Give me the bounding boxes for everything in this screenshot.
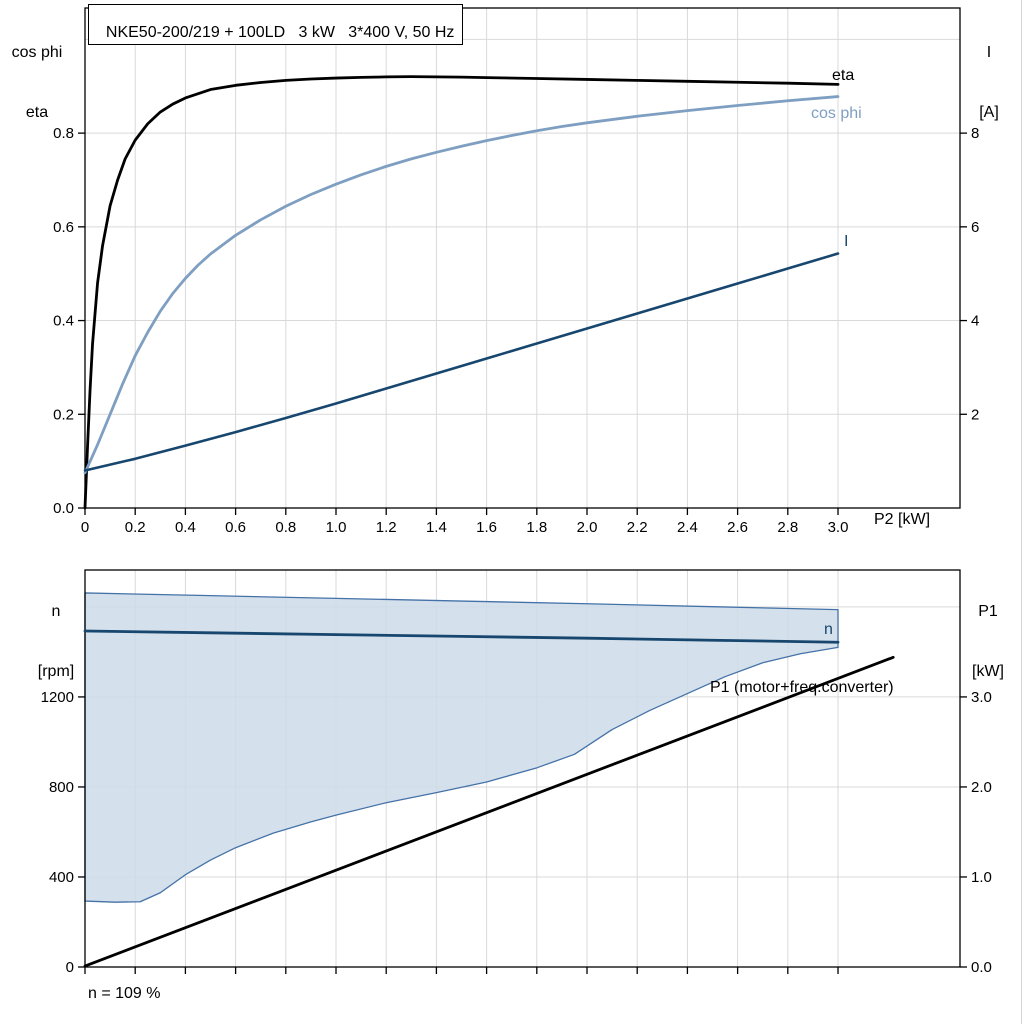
series-p1-input-power-curve (83, 655, 895, 968)
plot-border (84, 569, 961, 968)
axis-label-n: n (51, 603, 61, 620)
x-tick-label: 3.0 (828, 519, 849, 536)
x-tick-label: 0.4 (175, 519, 196, 536)
chart-title: NKE50-200/219 + 100LD 3 kW 3*400 V, 50 H… (105, 24, 455, 41)
axis-label-p1: P1 (978, 603, 998, 620)
x-tick-label: 2.0 (577, 519, 598, 536)
top-left-axis-title: cos phi eta (4, 3, 70, 143)
y-right-tick-label: 8 (971, 125, 979, 142)
x-tick-label: 1.2 (376, 519, 397, 536)
x-tick-label: 0 (81, 519, 89, 536)
y-left-tick-label: 0.6 (53, 219, 74, 236)
y-right-tick-label: 3.0 (971, 689, 992, 706)
bottom-right-axis-title: P1 [kW] (961, 562, 1015, 702)
y-right-tick-label: 2 (971, 406, 979, 423)
axis-label-cos-phi: cos phi (11, 44, 63, 61)
speed-series-label: n (824, 621, 833, 638)
y-left-tick-label: 400 (49, 869, 74, 886)
speed-percent-annotation: n = 109 % (88, 985, 161, 1002)
y-right-tick-label: 2.0 (971, 779, 992, 796)
x-tick-label: 0.6 (225, 519, 246, 536)
bottom-left-axis-title: n [rpm] (24, 562, 88, 702)
series-eta-curve (83, 75, 840, 510)
axis-label-eta: eta (25, 104, 49, 121)
y-left-tick-label: 800 (49, 779, 74, 796)
x-tick-label: 2.4 (677, 519, 698, 536)
x-tick-label: 1.6 (476, 519, 497, 536)
series-current-curve (83, 252, 840, 472)
x-tick-label: 1.0 (326, 519, 347, 536)
x-tick-label: 1.8 (526, 519, 547, 536)
y-right-tick-label: 4 (971, 313, 979, 330)
cos-phi-series-label: cos phi (811, 105, 862, 122)
x-tick-label: 2.6 (727, 519, 748, 536)
x-tick-label: 0.2 (125, 519, 146, 536)
top-right-axis-title: I [A] (963, 3, 1015, 143)
chart-0: 0 0.2 0.4 0.6 0.8 1.0 1.2 1.4 1.6 1.8 2.0 2.2 2.4 2.6… (53, 7, 979, 536)
window-edge (1021, 0, 1022, 1024)
series-speed-curve (83, 629, 840, 644)
p1-series-label: P1 (motor+freq.converter) (710, 679, 894, 696)
y-left-tick-label: 0.0 (53, 500, 74, 517)
speed-control-range (84, 592, 839, 903)
y-left-tick-label: 0 (66, 959, 74, 976)
x-tick-label: 1.4 (426, 519, 447, 536)
y-left-tick-label: 1200 (41, 689, 74, 706)
plot-border (84, 7, 961, 509)
x-tick-label: 2.2 (627, 519, 648, 536)
series-cos-phi-curve (83, 95, 840, 475)
y-left-tick-label: 0.8 (53, 125, 74, 142)
axis-label-ampere-unit: [A] (979, 104, 999, 121)
chart-1: 0 400 800 1200 0.0 1.0 2.0 3.0 (41, 569, 992, 976)
y-left-tick-label: 0.4 (53, 313, 74, 330)
chart-title-box: NKE50-200/219 + 100LD 3 kW 3*400 V, 50 H… (88, 4, 464, 45)
x-axis-title: P2 [kW] (874, 511, 931, 528)
x-tick-label: 0.8 (275, 519, 296, 536)
axis-label-current: I (986, 44, 992, 61)
axis-label-rpm-unit: [rpm] (37, 663, 75, 680)
x-tick-label: 2.8 (777, 519, 798, 536)
y-right-tick-label: 6 (971, 219, 979, 236)
y-right-tick-label: 0.0 (971, 959, 992, 976)
eta-series-label: eta (832, 67, 855, 84)
axis-label-kw-unit: [kW] (972, 663, 1004, 680)
y-left-tick-label: 0.2 (53, 406, 74, 423)
current-series-label: I (844, 233, 849, 250)
y-right-tick-label: 1.0 (971, 869, 992, 886)
